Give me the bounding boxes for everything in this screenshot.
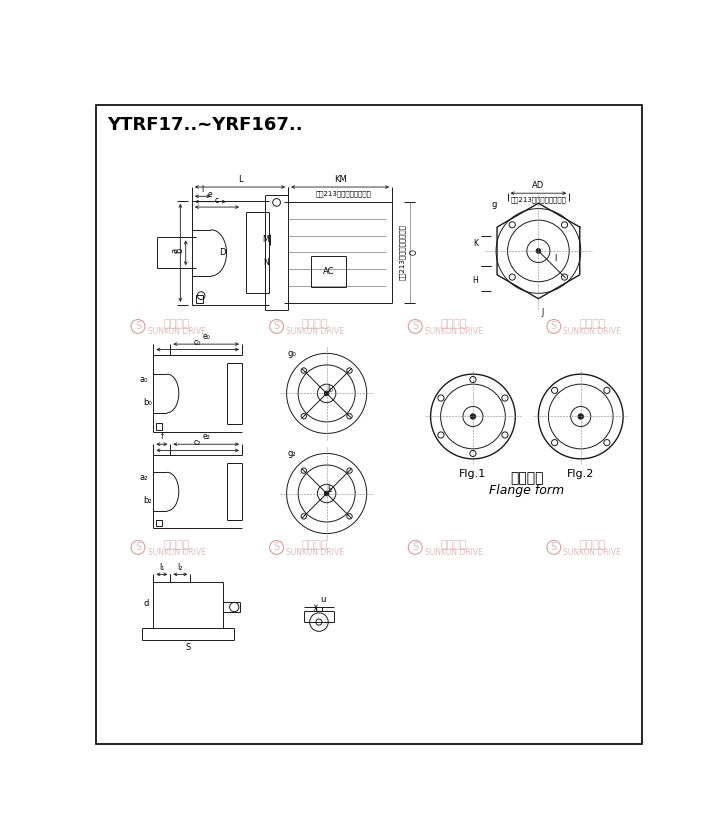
- Text: c: c: [215, 196, 219, 205]
- Text: Flg.2: Flg.2: [567, 469, 595, 479]
- Text: g: g: [491, 200, 496, 209]
- Circle shape: [470, 414, 476, 419]
- Text: S: S: [551, 322, 557, 332]
- Text: H: H: [472, 276, 478, 285]
- Bar: [196, 295, 204, 302]
- Text: a₂: a₂: [140, 473, 148, 482]
- Text: S: S: [186, 643, 191, 652]
- Text: N: N: [263, 258, 269, 266]
- Text: l₂: l₂: [328, 486, 333, 494]
- Text: S: S: [135, 322, 141, 332]
- Text: S: S: [274, 322, 279, 332]
- Text: 上坤传动: 上坤传动: [441, 540, 467, 550]
- Text: g₀: g₀: [287, 349, 297, 358]
- Text: D: D: [220, 249, 226, 257]
- Text: 上坤传动: 上坤传动: [441, 319, 467, 329]
- Text: O: O: [409, 249, 418, 255]
- Text: l₁: l₁: [159, 563, 164, 572]
- Text: S: S: [412, 543, 418, 553]
- Text: J: J: [541, 308, 544, 317]
- Text: u: u: [320, 595, 325, 604]
- Text: S: S: [551, 543, 557, 553]
- Text: l₀: l₀: [328, 385, 333, 394]
- Text: L: L: [238, 175, 243, 184]
- Text: 上坤传动: 上坤传动: [579, 319, 606, 329]
- Circle shape: [324, 491, 329, 496]
- Text: SUNKUN DRIVE: SUNKUN DRIVE: [286, 328, 344, 336]
- Text: 法兰型式: 法兰型式: [510, 471, 544, 485]
- Text: S: S: [412, 322, 418, 332]
- Text: S: S: [135, 543, 141, 553]
- Text: c₂: c₂: [194, 438, 202, 447]
- Text: e₂: e₂: [202, 432, 210, 441]
- Text: AC: AC: [323, 267, 334, 276]
- Text: b: b: [175, 248, 184, 253]
- Text: YTRF17..~YRF167..: YTRF17..~YRF167..: [107, 117, 303, 134]
- Text: b₀: b₀: [143, 398, 152, 407]
- Text: 上坤传动: 上坤传动: [163, 319, 190, 329]
- Circle shape: [324, 391, 329, 396]
- Text: SUNKUN DRIVE: SUNKUN DRIVE: [425, 328, 482, 336]
- Text: g₂: g₂: [288, 449, 297, 458]
- Text: a₀: a₀: [140, 375, 148, 384]
- Text: SUNKUN DRIVE: SUNKUN DRIVE: [148, 549, 205, 557]
- Text: SUNKUN DRIVE: SUNKUN DRIVE: [563, 328, 621, 336]
- Text: l: l: [202, 185, 204, 194]
- Text: KM: KM: [334, 175, 346, 184]
- Text: e: e: [208, 191, 212, 199]
- Text: S: S: [274, 543, 279, 553]
- Bar: [156, 520, 162, 526]
- Circle shape: [536, 249, 541, 253]
- Text: a: a: [171, 248, 179, 253]
- Text: 上坤传动: 上坤传动: [163, 540, 190, 550]
- Text: 上坤传动: 上坤传动: [302, 540, 328, 550]
- Text: 见第213页附录电机尺圠表: 见第213页附录电机尺圠表: [316, 190, 372, 197]
- Bar: [156, 423, 162, 429]
- Text: Flange form: Flange form: [490, 484, 564, 497]
- Text: 上坤传动: 上坤传动: [579, 540, 606, 550]
- Text: AD: AD: [532, 181, 544, 190]
- Text: M: M: [262, 234, 269, 244]
- Text: 上坤传动: 上坤传动: [302, 319, 328, 329]
- Circle shape: [578, 414, 583, 419]
- Text: SUNKUN DRIVE: SUNKUN DRIVE: [425, 549, 482, 557]
- Text: 见第213页附录电机尺圠表: 见第213页附录电机尺圠表: [399, 224, 405, 281]
- Text: c₀: c₀: [194, 339, 202, 347]
- Text: l₂: l₂: [178, 563, 183, 572]
- Text: SUNKUN DRIVE: SUNKUN DRIVE: [286, 549, 344, 557]
- Text: d: d: [143, 599, 148, 607]
- Text: SUNKUN DRIVE: SUNKUN DRIVE: [563, 549, 621, 557]
- Text: b₂: b₂: [143, 496, 151, 506]
- Text: Flg.1: Flg.1: [459, 469, 487, 479]
- Text: e₀: e₀: [202, 332, 210, 341]
- Text: 见第213页附录电机尺圠表: 见第213页附录电机尺圠表: [510, 196, 567, 202]
- Text: l: l: [554, 255, 557, 263]
- Text: K: K: [473, 239, 478, 248]
- Text: SUNKUN DRIVE: SUNKUN DRIVE: [148, 328, 205, 336]
- Text: f: f: [161, 432, 163, 441]
